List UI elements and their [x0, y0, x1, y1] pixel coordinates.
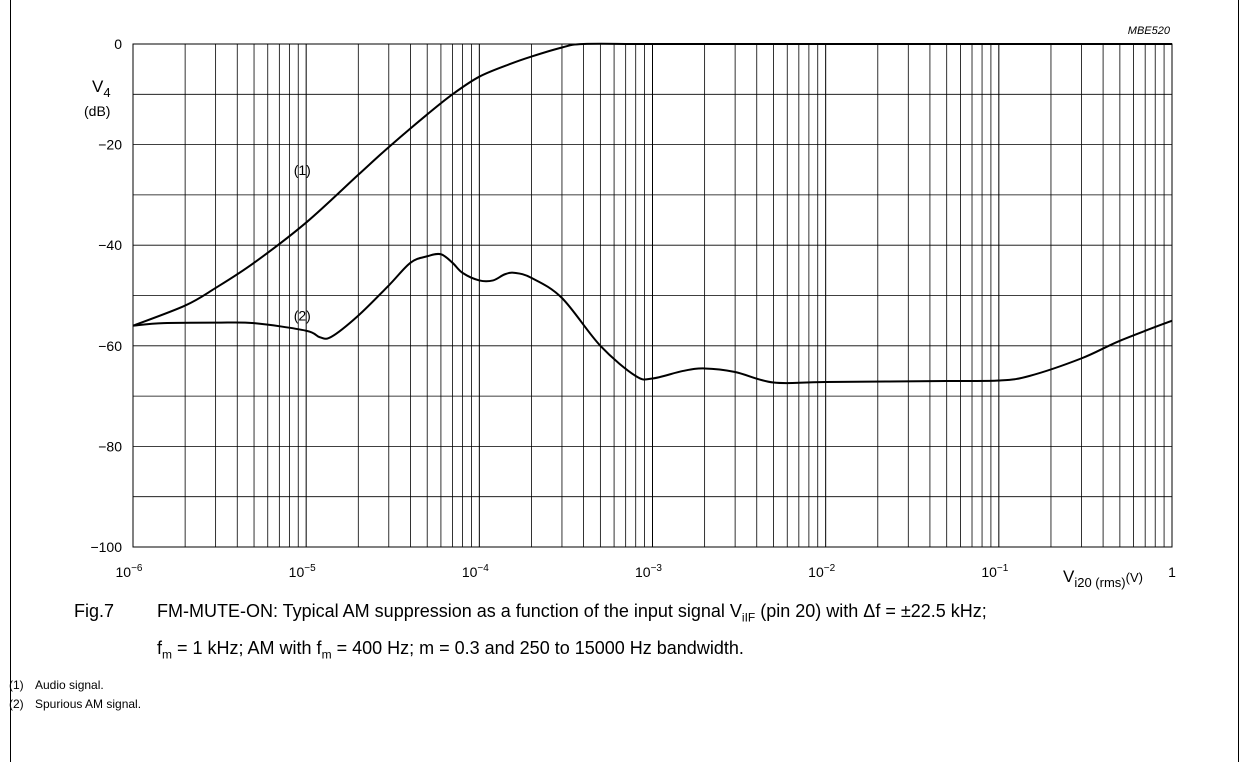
note-2-text: Spurious AM signal.	[35, 697, 142, 711]
y-tick-label: 0	[114, 36, 122, 52]
plot-border	[132, 43, 1173, 548]
x-tick-label: 10−4	[462, 563, 489, 580]
caption-line-1: FM-MUTE-ON: Typical AM suppression as a …	[157, 601, 987, 625]
note-1-text: Audio signal.	[35, 678, 104, 692]
note-1: (1) Audio signal.	[9, 678, 104, 692]
x-axis-label-main: V	[1063, 567, 1075, 586]
caption-text: FM-MUTE-ON: Typical AM suppression as a …	[157, 596, 1237, 669]
series-label-2: (2)	[294, 308, 311, 324]
y-tick-label: −100	[90, 539, 122, 555]
y-tick-labels: 0 −20 −40 −60 −80 −100	[90, 36, 122, 555]
y-tick-label: −60	[98, 338, 122, 354]
x-tick-label: 1	[1168, 564, 1176, 580]
x-axis-label-sub: i20 (rms)	[1074, 575, 1125, 590]
caption-line-2: fm = 1 kHz; AM with fm = 400 Hz; m = 0.3…	[157, 637, 744, 662]
y-tick-label: −40	[98, 237, 122, 253]
grid	[133, 44, 1172, 547]
figure-id: MBE520	[1128, 25, 1171, 37]
series-line-2	[132, 252, 1173, 385]
y-axis-unit: (dB)	[84, 103, 110, 119]
caption-figure-number: Fig.7	[74, 601, 115, 621]
y-axis-label-sub: 4	[103, 85, 110, 100]
x-tick-label: 10−3	[635, 563, 662, 580]
y-tick-label: −80	[98, 438, 122, 454]
series-label-1: (1)	[294, 162, 311, 178]
x-tick-label: 10−5	[289, 563, 316, 580]
note-2: (2) Spurious AM signal.	[9, 697, 141, 711]
x-tick-labels: 10−6 10−5 10−4 10−3 10−2 10−1 1	[116, 563, 1177, 580]
x-tick-label: 10−1	[981, 563, 1008, 580]
y-axis-label-main: V	[92, 77, 104, 96]
x-tick-label: 10−6	[116, 563, 143, 580]
y-axis-label: V4	[92, 77, 111, 100]
x-axis-label: Vi20 (rms)(V)	[1063, 567, 1143, 590]
y-tick-label: −20	[98, 137, 122, 153]
x-axis-label-unit: (V)	[1126, 570, 1143, 585]
note-1-number: (1)	[9, 678, 24, 692]
x-tick-label: 10−2	[808, 563, 835, 580]
note-2-number: (2)	[9, 697, 24, 711]
